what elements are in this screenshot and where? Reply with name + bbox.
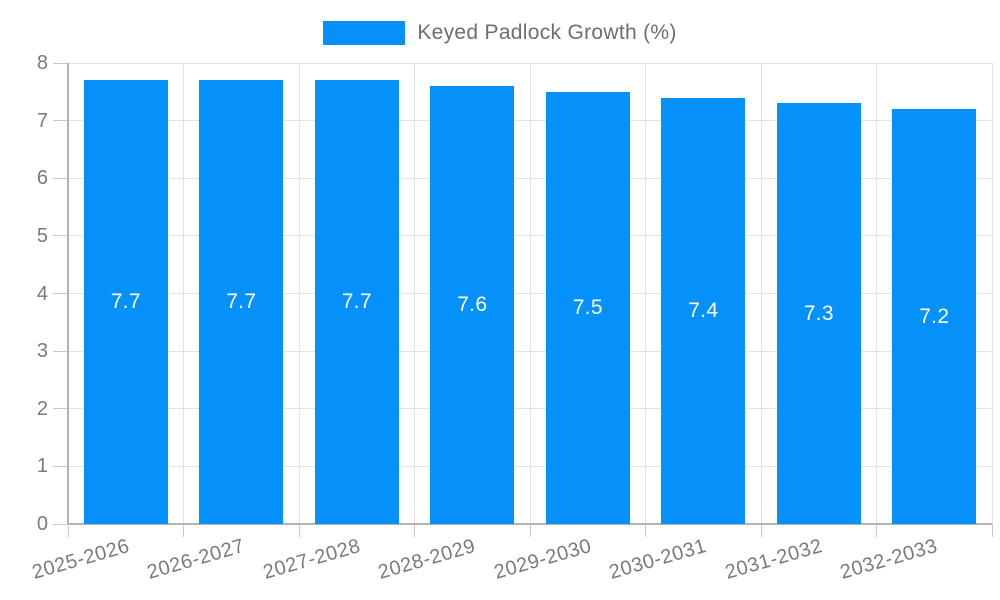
y-tick — [53, 408, 68, 410]
y-tick — [53, 177, 68, 179]
x-gridline — [414, 63, 415, 524]
y-axis-tick-label: 3 — [36, 340, 48, 363]
legend-swatch — [323, 21, 406, 45]
y-tick — [53, 235, 68, 237]
y-tick — [53, 62, 68, 64]
y-axis-tick-label: 4 — [36, 282, 48, 305]
y-tick — [53, 523, 68, 525]
y-tick — [53, 465, 68, 467]
bar-value-label: 7.7 — [110, 290, 141, 314]
x-gridline — [298, 63, 300, 524]
bar-2027-2028[interactable] — [314, 80, 399, 524]
x-tick — [760, 524, 762, 537]
x-gridline — [991, 63, 993, 524]
y-tick — [53, 120, 68, 122]
x-gridline — [760, 63, 762, 524]
x-tick — [183, 524, 184, 537]
x-tick — [298, 524, 300, 537]
bar-value-label: 7.3 — [803, 301, 834, 325]
y-axis-tick-label: 0 — [36, 513, 48, 535]
bar-value-label: 7.7 — [226, 290, 257, 314]
x-tick — [991, 524, 993, 537]
x-axis-line — [68, 523, 992, 525]
bar-2029-2030[interactable] — [545, 91, 630, 524]
bar-2031-2032[interactable] — [776, 103, 861, 524]
x-gridline — [645, 63, 646, 524]
y-axis-tick-label: 7 — [36, 109, 48, 132]
y-tick — [53, 293, 68, 294]
y-axis-tick-label: 5 — [36, 224, 48, 247]
legend: Keyed Padlock Growth (%) — [0, 21, 1000, 45]
bar-2025-2026[interactable] — [83, 80, 168, 524]
bar-2026-2027[interactable] — [199, 80, 284, 524]
y-axis-tick-label: 1 — [36, 455, 48, 478]
x-tick — [67, 524, 69, 537]
y-axis-line — [67, 63, 69, 524]
x-gridline — [529, 63, 531, 524]
x-gridline — [183, 63, 184, 524]
bar-value-label: 7.6 — [457, 293, 488, 317]
bar-value-label: 7.2 — [919, 304, 950, 328]
y-tick — [53, 350, 68, 352]
x-gridline — [876, 63, 877, 524]
x-tick — [645, 524, 646, 537]
bar-2030-2031[interactable] — [661, 97, 746, 524]
x-tick — [414, 524, 415, 537]
legend-item[interactable]: Keyed Padlock Growth (%) — [323, 21, 676, 45]
bar-value-label: 7.7 — [341, 290, 372, 314]
bar-value-label: 7.5 — [572, 295, 603, 319]
bar-2032-2033[interactable] — [892, 109, 977, 524]
bar-2028-2029[interactable] — [430, 86, 515, 524]
x-tick — [876, 524, 877, 537]
y-axis-tick-label: 8 — [36, 52, 48, 74]
y-axis-tick-label: 6 — [36, 167, 48, 190]
x-tick — [529, 524, 531, 537]
bar-value-label: 7.4 — [688, 298, 719, 322]
plot-area: 0 1 2 3 4 5 6 7 8 7.7 2025-2026 7.7 2026-2027 7.7 2027… — [29, 52, 993, 584]
legend-label: Keyed Padlock Growth (%) — [417, 21, 677, 44]
y-axis-tick-label: 2 — [36, 397, 48, 420]
